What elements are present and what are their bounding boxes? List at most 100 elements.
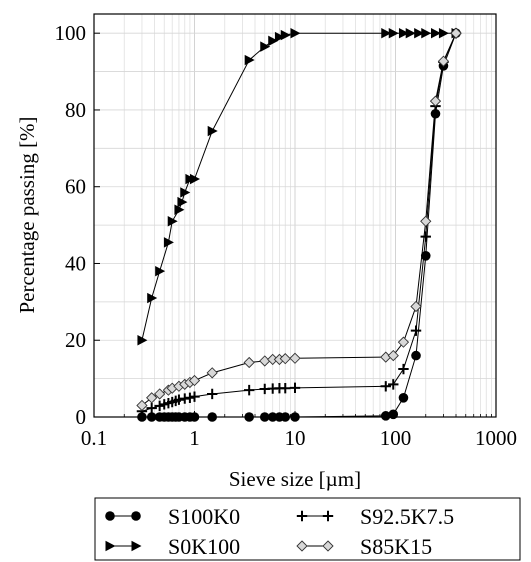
data-point: [280, 383, 291, 394]
data-point: [290, 412, 300, 422]
data-point: [268, 35, 279, 47]
data-point: [274, 31, 285, 43]
series-point-group: [137, 28, 461, 422]
data-point: [290, 27, 301, 39]
data-point: [437, 55, 450, 67]
y-axis-label: Percentage passing [%]: [15, 116, 39, 313]
data-point: [421, 27, 432, 39]
data-point: [438, 27, 449, 39]
data-point: [189, 391, 200, 402]
x-axis-label: Sieve size [µm]: [229, 467, 361, 491]
data-point: [387, 349, 399, 362]
data-point: [174, 204, 185, 215]
data-point: [380, 411, 391, 421]
x-tick-label: 10: [285, 426, 306, 450]
series-point-group: [136, 27, 462, 417]
legend-marker: [296, 540, 308, 552]
data-point: [173, 394, 185, 405]
data-point: [136, 399, 148, 412]
series-point-group: [137, 27, 462, 346]
data-point: [154, 388, 166, 400]
data-point: [405, 27, 416, 39]
series-line: [141, 32, 457, 412]
data-point: [184, 392, 196, 404]
data-point: [398, 393, 409, 403]
data-point: [397, 336, 410, 348]
data-point: [243, 384, 255, 396]
data-point: [411, 350, 421, 361]
data-point: [259, 412, 270, 422]
axis-ticks: 0.1 1 10 100 1000 0 20 40 60 80 100: [55, 21, 518, 450]
data-point: [410, 300, 422, 313]
data-point: [410, 325, 422, 336]
data-point: [137, 335, 148, 346]
data-point: [260, 41, 271, 52]
data-point: [429, 95, 442, 107]
data-point: [146, 412, 157, 422]
data-point: [189, 412, 200, 422]
legend-marker: [131, 511, 141, 521]
data-point: [414, 27, 425, 39]
data-point: [244, 412, 254, 422]
data-point: [177, 196, 188, 208]
legend-label: S0K100: [168, 534, 240, 559]
data-point: [280, 412, 291, 422]
y-tick-label: 100: [55, 21, 87, 45]
legend-marker: [105, 540, 116, 552]
data-point: [206, 388, 218, 400]
data-point: [155, 265, 166, 277]
legend-label: S92.5K7.5: [360, 504, 454, 529]
legend-marker: [131, 540, 142, 552]
data-point: [180, 187, 191, 198]
x-tick-label: 0.1: [81, 426, 107, 450]
data-point: [259, 355, 271, 367]
data-point: [388, 379, 399, 390]
legend-marker: [296, 510, 308, 522]
data-point: [420, 251, 431, 261]
data-point: [388, 409, 399, 420]
data-point: [188, 374, 201, 387]
legend: S100K0 S92.5K7.5 S0K100 S85K15: [94, 497, 521, 561]
legend-label: S85K15: [360, 534, 432, 559]
data-point: [381, 27, 392, 39]
series-point-group: [136, 27, 462, 412]
data-point: [243, 356, 255, 369]
data-point: [267, 412, 278, 422]
legend-items: S100K0 S92.5K7.5 S0K100 S85K15: [105, 504, 454, 559]
x-tick-label: 1000: [475, 426, 517, 450]
data-point: [430, 108, 441, 119]
y-tick-label: 40: [65, 251, 86, 275]
legend-marker: [322, 540, 334, 552]
y-tick-label: 80: [65, 98, 86, 122]
legend-label: S100K0: [168, 504, 240, 529]
data-point: [146, 402, 157, 414]
x-tick-label: 1: [189, 426, 200, 450]
data-point: [147, 292, 158, 304]
data-point: [280, 29, 291, 41]
data-point: [146, 392, 158, 404]
legend-box: [94, 497, 521, 561]
data-point: [289, 352, 301, 364]
series-markers: [136, 27, 462, 422]
data-point: [207, 125, 218, 137]
data-point: [279, 353, 291, 365]
data-point: [154, 400, 165, 412]
grid: [94, 14, 496, 417]
series-line: [141, 32, 457, 406]
data-point: [167, 216, 178, 227]
legend-marker: [105, 511, 115, 521]
legend-marker: [322, 510, 334, 522]
y-tick-label: 0: [76, 405, 87, 429]
data-point: [380, 381, 391, 392]
data-point: [398, 27, 409, 39]
y-tick-label: 60: [65, 175, 86, 199]
data-point: [420, 231, 431, 242]
y-tick-label: 20: [65, 328, 86, 352]
data-point: [207, 412, 217, 422]
data-point: [244, 54, 255, 66]
data-point: [289, 382, 301, 394]
data-point: [388, 27, 399, 39]
data-point: [450, 27, 462, 39]
data-point: [430, 27, 441, 39]
